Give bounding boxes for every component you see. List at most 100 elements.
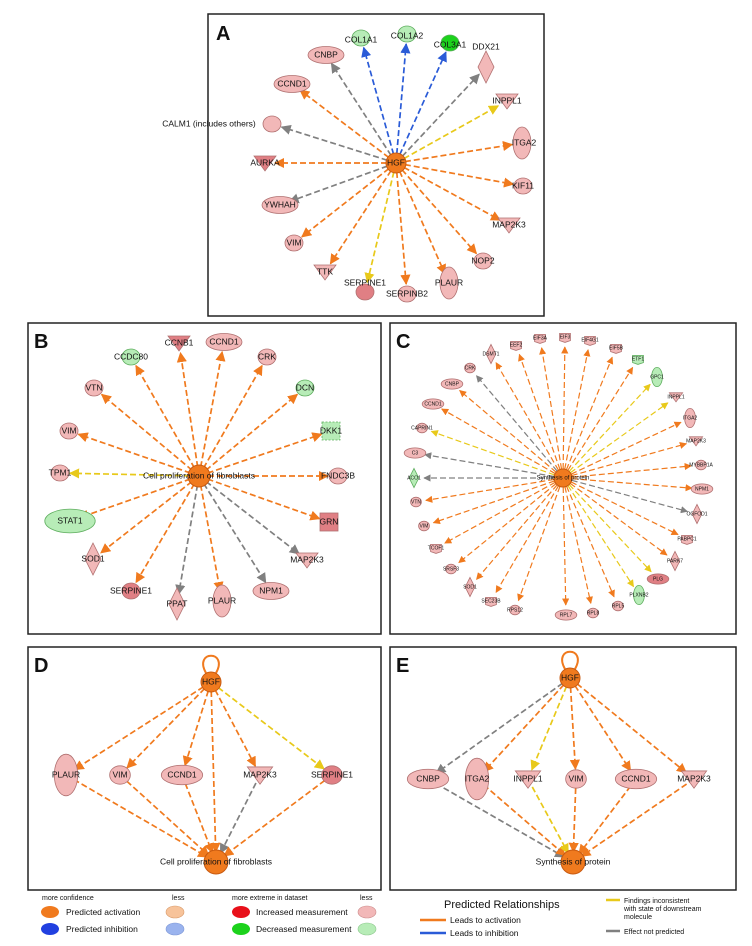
label-a-serpine1: SERPINE1 <box>344 277 386 287</box>
node-e-ccnd1 <box>614 768 658 790</box>
edge-a-ttk <box>329 162 397 265</box>
label-c-itga2: ITGA2 <box>683 415 698 421</box>
node-d-ccnd1 <box>160 764 204 786</box>
legend-decreased-light-swatch <box>357 922 377 936</box>
label-a-map2k3: MAP2K3 <box>492 219 526 229</box>
node-a-inppl1 <box>495 93 519 110</box>
edge-c-cnbp <box>459 389 564 479</box>
legend-more-confidence: more confidence <box>42 895 94 902</box>
edge-c-srsf3 <box>458 477 564 564</box>
node-c-eif3a <box>534 333 546 344</box>
node-e-map2k3 <box>680 770 708 789</box>
legend-leads-inhibition: Leads to inhibition <box>450 928 519 938</box>
node-b-ccdc80 <box>121 348 141 366</box>
label-c-srsf3: SRSF3 <box>443 566 459 572</box>
edge-a-inppl1 <box>395 105 500 164</box>
edge-b-vim <box>77 432 200 477</box>
label-c-rpl7: RPL7 <box>560 612 573 618</box>
label-a-vim: VIM <box>286 237 301 247</box>
node-a-plaur <box>439 266 459 300</box>
node-a-ttk <box>313 264 337 281</box>
edge-e-top-itga2 <box>483 677 571 773</box>
hub-b <box>187 464 211 488</box>
network-edges <box>65 42 695 858</box>
edge-c-eif5b <box>562 356 614 479</box>
node-a-col1a2 <box>397 25 417 43</box>
edge-c-npm1 <box>562 477 693 492</box>
network-nodes: COL1A1 COL1A2 COL3A1 DDX21 INPPL1 ITGA2 KIF11 M… <box>44 25 713 875</box>
edge-c-vim <box>432 477 564 525</box>
edge-a-kif11 <box>395 162 515 188</box>
node-c-mybbp1a <box>695 459 707 471</box>
label-e-itga2: ITGA2 <box>465 773 490 783</box>
label-b-vim: VIM <box>61 425 76 435</box>
node-c-gpc1 <box>651 366 663 387</box>
edge-b-vtn <box>100 393 200 477</box>
legend-decreased-swatch <box>232 923 250 935</box>
node-b-grn <box>319 512 339 532</box>
edge-b-ccnb1 <box>176 351 200 477</box>
label-a-ccnd1: CCND1 <box>277 78 307 88</box>
node-b-serpine1 <box>121 582 141 600</box>
node-c-sod1 <box>464 576 476 598</box>
label-c-tcof1: TCOF1 <box>428 545 445 551</box>
node-c-ogfod1 <box>691 503 703 525</box>
node-c-sec23b <box>485 597 497 607</box>
label-a-cnbp: CNBP <box>314 49 338 59</box>
node-b-sod1 <box>84 542 102 576</box>
label-b-ppat: PPAT <box>167 598 188 608</box>
edge-a-ywhah <box>288 162 397 204</box>
edge-c-sod1 <box>476 477 564 580</box>
node-c-plg <box>646 573 670 585</box>
node-b-vtn <box>84 379 104 397</box>
legend-findings-line-1: Findings inconsistent <box>624 898 689 905</box>
edge-b-map2k3 <box>198 475 300 555</box>
label-c-c3: C3 <box>412 450 419 456</box>
label-e-vim: VIM <box>568 773 583 783</box>
node-a-cnbp <box>307 46 345 64</box>
edge-e-bottom-ccnd1 <box>578 778 637 855</box>
label-a-col1a1: COL1A1 <box>345 34 378 44</box>
edge-b-plaur <box>198 475 224 593</box>
legend-inhibition-swatch <box>41 923 59 935</box>
edge-a-ccnd1 <box>299 89 397 164</box>
label-c-map2k3: MAP2K3 <box>686 438 706 444</box>
edge-a-cnbp <box>330 62 397 164</box>
node-b-fndc3b <box>328 467 348 485</box>
hub-e-top-label: HGF <box>561 672 579 682</box>
node-a-col1a1 <box>351 29 371 47</box>
edge-e-bottom-itga2 <box>476 778 567 857</box>
label-c-rpl8: RPL8 <box>587 610 600 616</box>
node-c-srsf3 <box>445 563 457 575</box>
node-b-tpm1 <box>50 464 70 482</box>
legend-increased-measurement: Increased measurement <box>256 907 348 917</box>
edge-a-vim <box>301 162 397 238</box>
edge-b-ccdc80 <box>135 364 200 477</box>
label-c-pabpc1: PABPC1 <box>677 536 697 542</box>
label-c-park7: PARK7 <box>667 558 683 564</box>
label-b-serpine1: SERPINE1 <box>110 585 152 595</box>
edge-d-top-ccnd1 <box>182 681 212 767</box>
label-b-ccnd1: CCND1 <box>209 336 239 346</box>
legend-less-1: less <box>172 895 185 902</box>
node-a-aurka <box>253 155 277 172</box>
edge-e-top-vim <box>569 677 580 771</box>
edge-a-nop2 <box>395 162 478 255</box>
edge-c-inppl1 <box>562 402 669 479</box>
label-a-calm1-includes-others: CALM1 (includes others) <box>162 118 256 128</box>
label-b-grn: GRN <box>320 516 339 526</box>
edge-e-bottom-map2k3 <box>580 778 695 858</box>
label-c-plg: PLG <box>653 576 663 582</box>
edge-c-park7 <box>562 477 668 556</box>
label-c-gpc1: GPC1 <box>650 374 664 380</box>
legend-inhibition-light-swatch <box>165 922 185 936</box>
edge-c-rpl5 <box>562 477 615 598</box>
edge-c-mybbp1a <box>562 462 692 479</box>
hub-a-label: HGF <box>387 157 405 167</box>
edge-a-serpinb2 <box>395 162 411 286</box>
edge-e-top-inppl1 <box>530 677 571 771</box>
node-a-itga2 <box>512 126 532 160</box>
edge-c-ccnd1 <box>441 408 564 479</box>
node-a-vim <box>284 234 304 252</box>
node-c-map2k3 <box>688 436 704 447</box>
